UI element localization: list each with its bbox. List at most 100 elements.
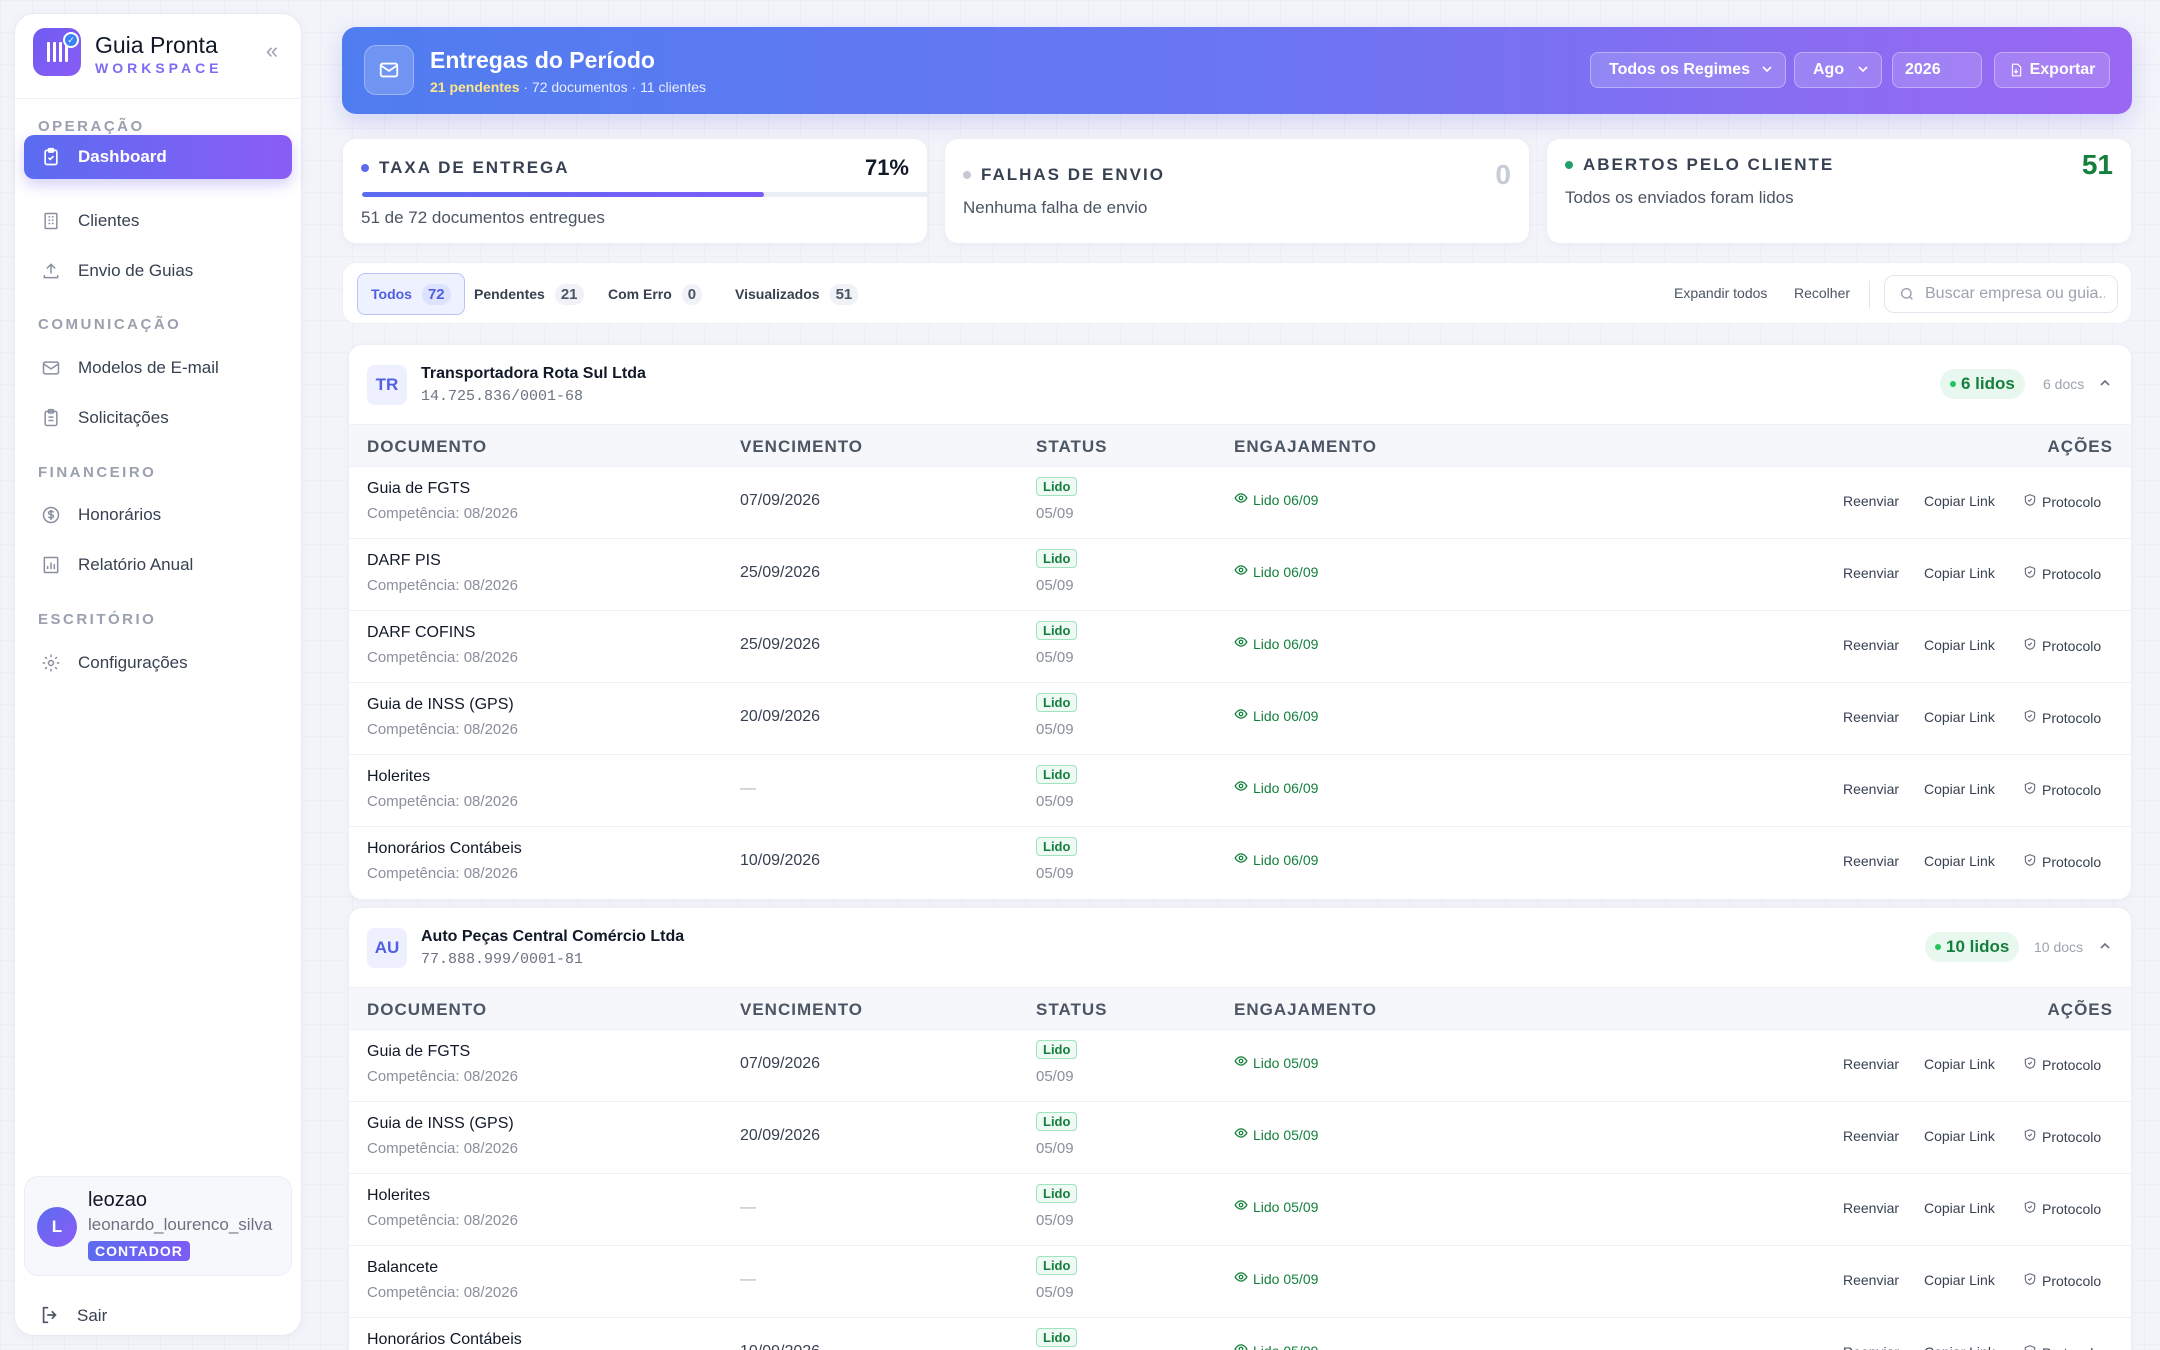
resend-button[interactable]: Reenviar: [1843, 853, 1900, 869]
search-input[interactable]: [1925, 285, 2105, 303]
resend-button[interactable]: Reenviar: [1843, 637, 1900, 653]
sidebar-item-envio-de-guias[interactable]: Envio de Guias: [24, 249, 292, 293]
stat-value: 51: [2081, 149, 2113, 180]
document-name: Honorários Contábeis: [367, 840, 522, 857]
report-icon: [40, 554, 62, 576]
status-dot: [1565, 161, 1573, 169]
resend-button[interactable]: Reenviar: [1843, 1344, 1899, 1350]
tab-com-erro[interactable]: Com Erro 0: [595, 273, 715, 315]
user-card[interactable]: L leozao leonardo_lourenco_silva CONTADO…: [24, 1176, 292, 1276]
protocol-button[interactable]: Protocolo: [2023, 1272, 2101, 1289]
section-label-operacao: OPERAÇÃO: [38, 118, 145, 135]
protocol-button[interactable]: Protocolo: [2023, 637, 2101, 654]
sidebar-item-configuracoes[interactable]: Configurações: [24, 641, 292, 685]
copy-link-button[interactable]: Copiar Link: [1924, 1344, 1995, 1350]
protocol-button[interactable]: Protocolo: [2023, 1128, 2101, 1145]
sidebar-item-label: Envio de Guias: [78, 261, 194, 280]
tab-pendentes[interactable]: Pendentes 21: [461, 273, 597, 315]
stat-desc: Todos os enviados foram lidos: [1565, 188, 1794, 207]
resend-button[interactable]: Reenviar: [1843, 1056, 1900, 1072]
year-input[interactable]: 2026: [1892, 52, 1982, 88]
stat-desc: 51 de 72 documentos entregues: [361, 208, 605, 227]
engagement-label: Lido 05/09: [1253, 1054, 1319, 1071]
search-box[interactable]: [1884, 275, 2118, 313]
read-count-badge: 10 lidos: [1925, 932, 2020, 962]
copy-link-button[interactable]: Copiar Link: [1924, 709, 1995, 725]
divider: [1869, 281, 1870, 309]
page-summary: · 72 documentos · 11 clientes: [519, 79, 706, 95]
month-select[interactable]: Ago: [1794, 52, 1882, 88]
protocol-button[interactable]: Protocolo: [2023, 1056, 2101, 1073]
protocol-label: Protocolo: [2042, 1272, 2102, 1289]
engagement-label: Lido 06/09: [1253, 851, 1319, 868]
sidebar-item-relatorio-anual[interactable]: Relatório Anual: [24, 543, 292, 587]
stat-label: ABERTOS PELO CLIENTE: [1565, 155, 1834, 175]
eye-icon: [1234, 1054, 1248, 1071]
tab-count: 51: [829, 283, 859, 305]
chevron-up-icon[interactable]: [2097, 938, 2113, 954]
sidebar-item-dashboard[interactable]: Dashboard: [24, 135, 292, 179]
tab-label: Visualizados: [735, 286, 820, 302]
sidebar-item-modelos-de-email[interactable]: Modelos de E-mail: [24, 346, 292, 390]
tab-todos[interactable]: Todos 72: [357, 273, 465, 315]
resend-button[interactable]: Reenviar: [1843, 709, 1900, 725]
sidebar-item-clientes[interactable]: Clientes: [24, 199, 292, 243]
document-name: Holerites: [367, 768, 431, 785]
copy-link-button[interactable]: Copiar Link: [1924, 1200, 1995, 1216]
protocol-button[interactable]: Protocolo: [2023, 1200, 2101, 1217]
document-name: DARF PIS: [367, 552, 441, 569]
client-header[interactable]: TR Transportadora Rota Sul Ltda 14.725.8…: [349, 345, 2131, 425]
resend-button[interactable]: Reenviar: [1843, 1272, 1900, 1288]
protocol-label: Protocolo: [2042, 493, 2102, 510]
protocol-button[interactable]: Protocolo: [2023, 709, 2101, 726]
sidebar-item-solicitacoes[interactable]: Solicitações: [24, 396, 292, 440]
resend-button[interactable]: Reenviar: [1843, 493, 1900, 509]
stat-value: 0: [1495, 159, 1511, 190]
shield-check-icon: [2023, 1200, 2037, 1217]
copy-link-button[interactable]: Copiar Link: [1924, 781, 1995, 797]
resend-button[interactable]: Reenviar: [1843, 565, 1900, 581]
copy-link-button[interactable]: Copiar Link: [1924, 637, 1995, 653]
sidebar-item-honorarios[interactable]: Honorários: [24, 493, 292, 537]
status-date: 05/09: [1036, 865, 1074, 882]
engagement-status: Lido 06/09: [1234, 851, 1318, 868]
resend-button[interactable]: Reenviar: [1843, 1128, 1900, 1144]
brand-subtitle: WORKSPACE: [95, 60, 223, 76]
resend-button[interactable]: Reenviar: [1843, 781, 1900, 797]
copy-link-button[interactable]: Copiar Link: [1924, 1056, 1995, 1072]
expand-all-button[interactable]: Expandir todos: [1674, 285, 1768, 301]
chevron-up-icon[interactable]: [2097, 375, 2113, 391]
clipboard-list-icon: [40, 407, 62, 429]
tab-count: 72: [421, 283, 451, 305]
copy-link-button[interactable]: Copiar Link: [1924, 1128, 1995, 1144]
tab-visualizados[interactable]: Visualizados 51: [722, 273, 871, 315]
copy-link-button[interactable]: Copiar Link: [1924, 853, 1995, 869]
client-header[interactable]: AU Auto Peças Central Comércio Ltda 77.8…: [349, 908, 2131, 988]
engagement-status: Lido 05/09: [1234, 1126, 1318, 1143]
protocol-button[interactable]: Protocolo: [2023, 565, 2101, 582]
avatar: L: [37, 1207, 77, 1247]
logout-button[interactable]: Sair: [39, 1304, 107, 1328]
regime-select[interactable]: Todos os Regimes: [1590, 52, 1786, 88]
resend-button[interactable]: Reenviar: [1843, 1200, 1900, 1216]
copy-link-button[interactable]: Copiar Link: [1924, 1272, 1995, 1288]
collapse-all-button[interactable]: Recolher: [1794, 285, 1851, 301]
export-button[interactable]: Exportar: [1994, 52, 2110, 88]
engagement-label: Lido 05/09: [1253, 1343, 1318, 1350]
copy-link-button[interactable]: Copiar Link: [1924, 493, 1995, 509]
file-export-icon: [2011, 63, 2021, 77]
barcode-check-icon: ✓: [33, 28, 81, 76]
double-chevron-left-icon[interactable]: «: [265, 38, 279, 63]
brand[interactable]: ✓ Guia Pronta WORKSPACE «: [33, 28, 285, 78]
protocol-button[interactable]: Protocolo: [2023, 781, 2101, 798]
stat-label-text: TAXA DE ENTREGA: [379, 158, 570, 177]
protocol-button[interactable]: Protocolo: [2023, 1344, 2101, 1350]
protocol-button[interactable]: Protocolo: [2023, 853, 2101, 870]
due-date: —: [740, 1271, 756, 1288]
status-date: 05/09: [1036, 505, 1074, 522]
engagement-status: Lido 05/09: [1234, 1054, 1318, 1071]
shield-check-icon: [2023, 1272, 2037, 1289]
copy-link-button[interactable]: Copiar Link: [1924, 565, 1995, 581]
due-date: 25/09/2026: [740, 636, 821, 653]
protocol-button[interactable]: Protocolo: [2023, 493, 2101, 510]
